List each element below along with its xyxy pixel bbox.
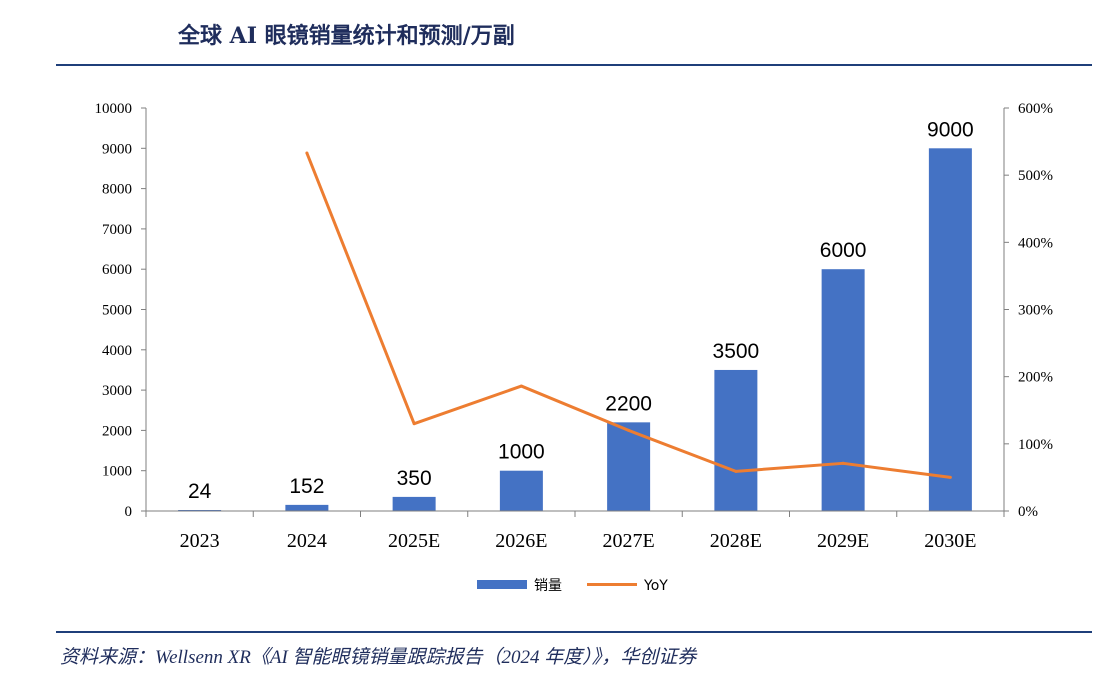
bar-2024 bbox=[285, 504, 329, 511]
legend-label-yoy: YoY bbox=[643, 578, 668, 594]
right-tick-label: 500% bbox=[1018, 168, 1053, 184]
bar-label-2029E: 6000 bbox=[820, 239, 867, 262]
category-labels: 2023 2024 2025E 2026E 2027E 2028E 2029E 2030E bbox=[180, 530, 977, 552]
x-axis bbox=[145, 510, 1005, 517]
bar-2030E bbox=[928, 148, 972, 512]
yoy-point-2024 bbox=[305, 151, 309, 155]
right-axis-ticks: 0% 100% 200% 300% 400% 500% 600% bbox=[1003, 101, 1053, 520]
bar-label-2024: 152 bbox=[289, 475, 324, 498]
bar-data-labels: 24 152 350 1000 2200 3500 6000 9000 bbox=[188, 118, 974, 503]
bottom-rule bbox=[56, 631, 1092, 633]
category-label-2030E: 2030E bbox=[924, 530, 976, 552]
category-label-2029E: 2029E bbox=[817, 530, 869, 552]
right-tick-label: 200% bbox=[1018, 370, 1053, 386]
yoy-point-2026E bbox=[519, 384, 523, 388]
bar-2025E bbox=[392, 496, 436, 511]
top-rule bbox=[56, 64, 1092, 66]
yoy-line-series bbox=[305, 151, 952, 479]
category-label-2028E: 2028E bbox=[710, 530, 762, 552]
chart-title: 全球 AI 眼镜销量统计和预测/万副 bbox=[178, 23, 515, 49]
right-tick-label: 100% bbox=[1018, 437, 1053, 453]
legend-swatch-sales bbox=[477, 580, 527, 589]
category-label-2024: 2024 bbox=[287, 530, 327, 552]
right-tick-label: 0% bbox=[1018, 504, 1038, 520]
bar-label-2025E: 350 bbox=[397, 467, 432, 490]
left-tick-label: 8000 bbox=[102, 182, 132, 198]
right-tick-label: 600% bbox=[1018, 101, 1053, 117]
yoy-point-2029E bbox=[841, 461, 845, 465]
bar-2029E bbox=[821, 269, 865, 511]
left-tick-label: 10000 bbox=[95, 101, 133, 117]
left-tick-label: 9000 bbox=[102, 141, 132, 157]
left-tick-label: 5000 bbox=[102, 303, 132, 319]
left-tick-label: 3000 bbox=[102, 383, 132, 399]
yoy-point-2028E bbox=[734, 469, 738, 473]
category-label-2027E: 2027E bbox=[603, 530, 655, 552]
bar-label-2026E: 1000 bbox=[498, 441, 545, 464]
bar-label-2023: 24 bbox=[188, 480, 212, 503]
source-note: 资料来源：Wellsenn XR《AI 智能眼镜销量跟踪报告（2024 年度）》… bbox=[60, 647, 697, 668]
category-label-2023: 2023 bbox=[180, 530, 220, 552]
yoy-point-2027E bbox=[627, 428, 631, 432]
bar-label-2027E: 2200 bbox=[605, 392, 652, 415]
category-label-2025E: 2025E bbox=[388, 530, 440, 552]
left-tick-label: 0 bbox=[125, 504, 133, 520]
left-axis-ticks: 0 1000 2000 3000 4000 5000 6000 7000 8000 9000 100… bbox=[95, 101, 147, 520]
right-tick-label: 400% bbox=[1018, 235, 1053, 251]
right-tick-label: 300% bbox=[1018, 303, 1053, 319]
left-tick-label: 4000 bbox=[102, 343, 132, 359]
left-tick-label: 6000 bbox=[102, 262, 132, 278]
bar-label-2028E: 3500 bbox=[713, 340, 760, 363]
legend: 销量 YoY bbox=[477, 578, 668, 594]
category-label-2026E: 2026E bbox=[495, 530, 547, 552]
bar-2026E bbox=[499, 470, 543, 511]
yoy-point-2030E bbox=[948, 475, 952, 479]
left-tick-label: 1000 bbox=[102, 464, 132, 480]
legend-label-sales: 销量 bbox=[534, 578, 562, 594]
left-tick-label: 7000 bbox=[102, 222, 132, 238]
yoy-point-2025E bbox=[412, 422, 416, 426]
left-tick-label: 2000 bbox=[102, 423, 132, 439]
bar-series bbox=[178, 148, 972, 512]
bar-label-2030E: 9000 bbox=[927, 118, 974, 141]
bar-2028E bbox=[714, 369, 758, 511]
